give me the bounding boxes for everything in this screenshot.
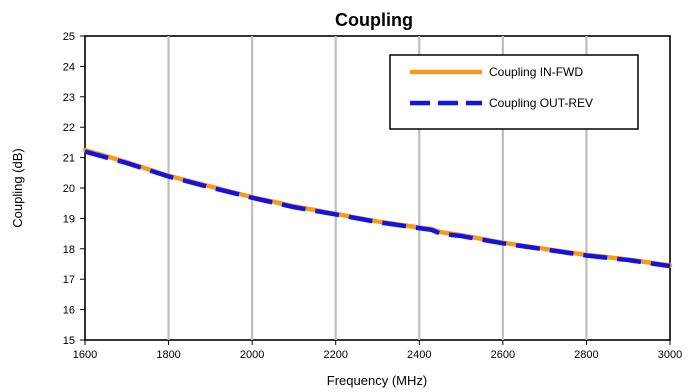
y-tick-label: 17 (63, 274, 75, 286)
y-tick-label: 22 (63, 122, 75, 134)
x-axis-title: Frequency (MHz) (327, 373, 427, 388)
y-tick-label: 16 (63, 305, 75, 317)
x-tick-label: 2600 (491, 349, 515, 361)
x-tick-label: 2000 (240, 349, 264, 361)
axes: 1600 1800 2000 2200 2400 2600 2800 3000 15 16 17 18… (63, 31, 682, 361)
x-tick-label: 3000 (658, 349, 682, 361)
y-tick-label: 23 (63, 92, 75, 104)
y-tick-label: 18 (63, 244, 75, 256)
x-tick-label: 2800 (574, 349, 598, 361)
series-layer (82, 147, 673, 269)
legend-label-coupling-in-fwd: Coupling IN-FWD (489, 65, 583, 79)
chart-title: Coupling (335, 10, 413, 30)
legend-label-coupling-out-rev: Coupling OUT-REV (489, 96, 593, 110)
x-tick-label: 1800 (156, 349, 180, 361)
y-tick-label: 20 (63, 183, 75, 195)
y-tick-label: 21 (63, 153, 75, 165)
series-line-coupling-out-rev (84, 149, 671, 269)
x-tick-label: 1600 (73, 349, 97, 361)
legend-box (389, 54, 639, 130)
y-tick-label: 15 (63, 335, 75, 347)
x-tick-label: 2400 (407, 349, 431, 361)
y-tick-label: 25 (63, 31, 75, 43)
y-tick-label: 24 (63, 61, 75, 73)
y-axis-title: Coupling (dB) (10, 148, 25, 228)
x-tick-label: 2200 (323, 349, 347, 361)
legend: Coupling IN-FWD Coupling OUT-REV (389, 54, 639, 130)
y-tick-label: 19 (63, 213, 75, 225)
